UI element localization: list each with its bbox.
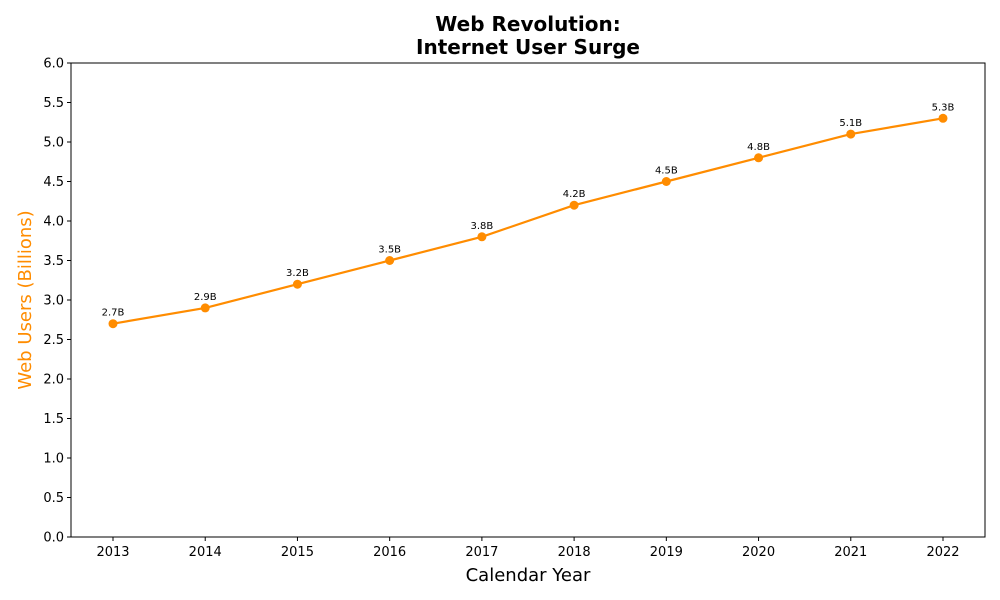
y-axis-ticks: 0.0 0.5 1.0 1.5 2.0 2.5 3.0 3.5 4.0 4.5 5.0 5.5 6.0 <box>43 57 71 546</box>
data-label: 5.1B <box>839 118 862 129</box>
data-point-marker <box>385 256 395 265</box>
series-web-users <box>108 113 948 329</box>
x-tick-label: 2013 <box>96 545 129 560</box>
data-point-marker <box>661 177 671 186</box>
data-label: 3.5B <box>378 245 401 256</box>
data-point-marker <box>477 232 487 242</box>
data-labels: 2.7B 2.9B 3.2B 3.5B 3.8B 4.2B 4.5B 4.8B 5.1B 5.3B <box>102 102 955 318</box>
data-label: 4.5B <box>655 166 678 177</box>
data-point-marker <box>108 319 118 329</box>
y-tick-label: 3.0 <box>43 294 64 309</box>
data-label: 4.2B <box>563 189 586 200</box>
y-tick-label: 2.5 <box>43 333 64 348</box>
y-tick-label: 1.5 <box>43 412 64 427</box>
data-point-marker <box>846 129 856 139</box>
x-tick-label: 2019 <box>650 545 683 560</box>
data-label: 3.8B <box>471 221 494 232</box>
data-label: 2.7B <box>102 308 125 319</box>
plot-area-frame <box>70 62 986 538</box>
x-axis-label: Calendar Year <box>466 565 591 586</box>
y-tick-label: 5.0 <box>43 136 64 151</box>
series-line <box>111 117 945 325</box>
data-point-marker <box>938 113 948 123</box>
data-label: 4.8B <box>747 142 770 153</box>
data-point-marker <box>292 279 302 289</box>
data-point-marker <box>754 153 764 163</box>
x-axis-ticks: 2013 2014 2015 2016 2017 2018 2019 2020 2021 2022 <box>96 537 960 560</box>
y-tick-label: 0.5 <box>43 491 64 506</box>
x-tick-label: 2018 <box>558 545 591 560</box>
data-label: 3.2B <box>286 268 309 279</box>
x-tick-label: 2014 <box>189 545 222 560</box>
data-label: 5.3B <box>932 102 955 113</box>
y-tick-label: 4.5 <box>43 175 64 190</box>
x-tick-label: 2016 <box>373 545 406 560</box>
y-tick-label: 2.0 <box>43 373 64 388</box>
y-tick-label: 1.0 <box>43 452 64 467</box>
x-tick-label: 2015 <box>281 545 314 560</box>
y-tick-label: 4.0 <box>43 215 64 230</box>
x-tick-label: 2020 <box>742 545 775 560</box>
y-tick-label: 6.0 <box>43 57 64 72</box>
x-tick-label: 2017 <box>465 545 498 560</box>
chart-title-line-1: Web Revolution: <box>435 12 620 36</box>
x-tick-label: 2022 <box>926 545 959 560</box>
data-point-marker <box>200 303 210 313</box>
chart-title-line-2: Internet User Surge <box>416 35 640 59</box>
data-label: 2.9B <box>194 292 217 303</box>
data-point-marker <box>569 200 579 210</box>
y-axis-label: Web Users (Billions) <box>15 210 36 389</box>
y-tick-label: 0.0 <box>43 531 64 546</box>
y-tick-label: 3.5 <box>43 254 64 269</box>
y-tick-label: 5.5 <box>43 96 64 111</box>
x-tick-label: 2021 <box>834 545 867 560</box>
